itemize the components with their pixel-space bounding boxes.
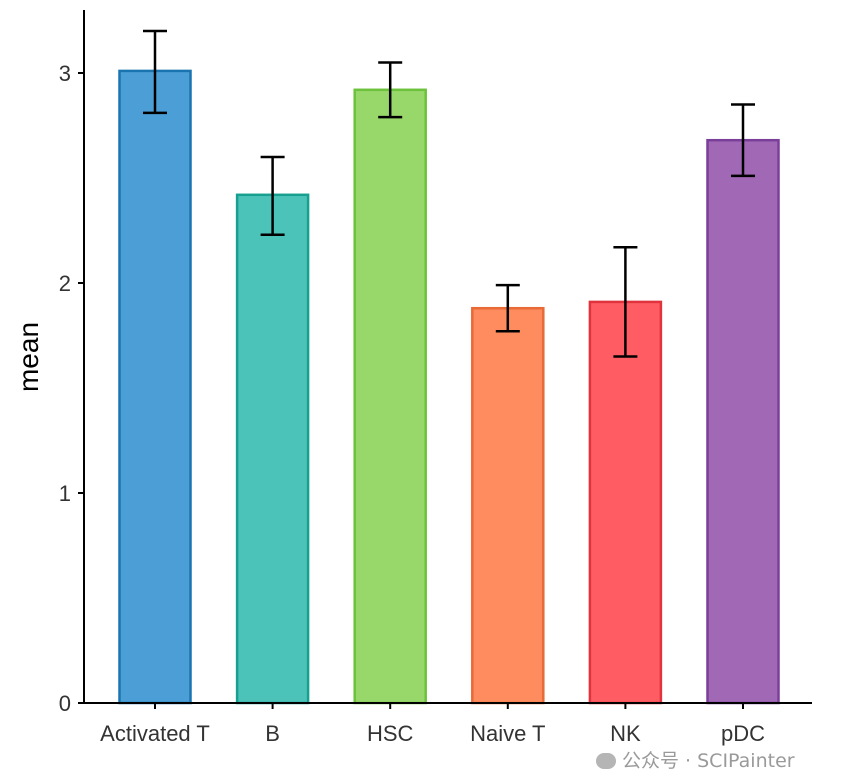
error-bar-nk — [613, 246, 638, 358]
bar-nk — [588, 300, 663, 705]
bar-naive-t — [471, 306, 545, 705]
y-tick-label: 3 — [59, 61, 71, 86]
error-bar-b — [260, 155, 285, 236]
y-tick-label: 0 — [59, 691, 71, 716]
x-tick-label: HSC — [367, 721, 414, 746]
error-bar-naive-t — [495, 283, 520, 333]
error-bars-group — [143, 29, 755, 358]
error-bar-hsc — [378, 61, 403, 119]
y-axis-title: mean — [13, 322, 44, 392]
bar-b — [235, 193, 310, 705]
x-tick-label: Activated T — [100, 721, 210, 746]
x-tick-label: pDC — [721, 721, 765, 746]
x-tick-label: Naive T — [470, 721, 545, 746]
bar-pdc — [706, 138, 780, 705]
error-bar-pdc — [731, 103, 755, 178]
watermark-text: 公众号 · SCIPainter — [622, 750, 795, 772]
y-tick-label: 1 — [59, 481, 71, 506]
axes-group — [83, 10, 812, 704]
bar-activated-t — [118, 69, 192, 705]
y-ticks-group: 0 1 2 3 — [59, 61, 84, 716]
error-bar-activated-t — [143, 29, 167, 115]
x-ticks-group: Activated T B HSC Naive T NK pDC — [100, 703, 765, 746]
wechat-icon — [596, 753, 616, 769]
x-tick-label: NK — [610, 721, 641, 746]
bar-hsc — [353, 88, 427, 705]
y-tick-label: 2 — [59, 271, 71, 296]
x-tick-label: B — [265, 721, 280, 746]
watermark: 公众号 · SCIPainter — [596, 746, 795, 773]
bars-group — [118, 69, 780, 705]
